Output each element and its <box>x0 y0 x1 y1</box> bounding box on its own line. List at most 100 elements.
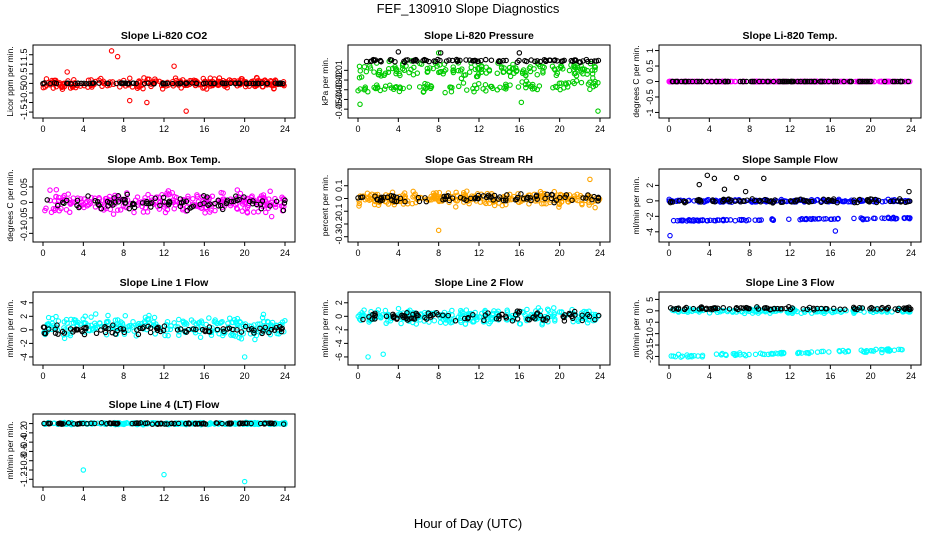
data-point <box>228 198 235 205</box>
data-point <box>483 70 490 76</box>
data-point <box>709 78 715 85</box>
data-point <box>837 306 843 312</box>
data-point <box>101 80 108 87</box>
y-tick-label: 4 <box>19 300 29 305</box>
data-point <box>552 318 558 324</box>
y-tick-label: -0.2 <box>334 216 344 232</box>
data-point <box>545 307 552 314</box>
data-point <box>80 420 86 427</box>
data-point <box>202 210 208 216</box>
x-tick-label: 8 <box>436 248 441 258</box>
data-point <box>865 197 871 204</box>
data-point <box>494 70 501 77</box>
data-point <box>105 325 112 332</box>
data-point <box>691 218 697 224</box>
x-tick-label: 0 <box>40 493 45 503</box>
data-point <box>140 324 147 330</box>
data-point <box>190 326 197 332</box>
data-point <box>399 66 406 72</box>
data-point <box>161 199 168 205</box>
data-point <box>720 217 727 224</box>
data-point <box>782 78 789 85</box>
data-point <box>906 188 912 195</box>
data-point <box>134 420 140 426</box>
data-point <box>818 199 824 205</box>
data-point <box>850 304 857 311</box>
data-point <box>704 197 711 204</box>
data-point <box>446 57 452 63</box>
y-tick-label: 2 <box>19 314 29 319</box>
data-point <box>215 197 221 204</box>
x-tick-label: 0 <box>40 371 45 381</box>
data-point <box>228 420 235 426</box>
data-point <box>550 313 557 319</box>
data-point <box>364 190 371 197</box>
data-point <box>765 78 772 85</box>
data-point <box>115 193 121 199</box>
data-point <box>94 198 101 205</box>
y-tick-label: -0.02 <box>334 70 344 91</box>
data-point <box>421 56 428 63</box>
data-point <box>870 215 877 222</box>
data-point <box>377 57 384 64</box>
data-point <box>764 305 771 311</box>
data-point <box>549 63 556 70</box>
data-point <box>281 200 288 206</box>
data-point <box>899 346 905 353</box>
data-point <box>832 78 839 85</box>
data-point <box>497 58 504 65</box>
data-point <box>693 78 700 85</box>
data-point <box>209 325 215 331</box>
data-point <box>819 78 825 85</box>
data-point <box>203 86 210 92</box>
data-point <box>214 420 220 426</box>
data-point <box>814 349 821 355</box>
data-point <box>898 199 904 205</box>
data-point <box>249 193 255 199</box>
data-point <box>359 310 365 316</box>
panel-5: Slope Gas Stream RH 0 4 8 12 16 20 24 -0.3-0.2-0… <box>320 154 611 258</box>
data-point <box>262 324 269 331</box>
data-point <box>527 195 534 201</box>
data-point <box>589 196 595 203</box>
data-point <box>740 78 746 85</box>
data-point <box>74 197 81 204</box>
data-point <box>61 319 68 325</box>
x-tick-label: 20 <box>866 371 876 381</box>
data-point <box>406 84 413 90</box>
data-point <box>816 215 823 222</box>
data-point <box>221 80 228 87</box>
data-point <box>703 305 710 312</box>
data-point <box>361 63 368 70</box>
data-point <box>144 99 150 106</box>
y-tick-label: -2 <box>334 326 344 334</box>
data-point <box>122 313 129 319</box>
data-point <box>422 80 428 87</box>
data-point <box>61 200 67 207</box>
data-point <box>264 80 271 87</box>
data-point <box>164 319 171 325</box>
data-point <box>250 80 256 87</box>
x-tick-label: 12 <box>785 124 795 134</box>
data-point <box>834 78 841 85</box>
data-point <box>592 64 599 70</box>
data-point <box>460 80 467 86</box>
y-tick-label: 0 <box>645 79 655 84</box>
y-tick-label: -0.03 <box>334 79 344 100</box>
data-point <box>271 86 277 92</box>
data-point <box>905 78 912 85</box>
data-point <box>73 84 79 91</box>
data-point <box>257 325 263 332</box>
data-point <box>514 196 520 203</box>
data-point <box>768 198 774 204</box>
data-point <box>115 199 122 205</box>
data-point <box>251 330 257 336</box>
data-point <box>93 330 100 337</box>
data-point <box>452 318 459 324</box>
data-point <box>74 421 81 427</box>
data-point <box>548 191 555 198</box>
x-tick-label: 16 <box>199 493 209 503</box>
data-point <box>437 50 444 56</box>
data-point <box>720 304 727 311</box>
y-tick-label: 1 <box>19 62 29 67</box>
